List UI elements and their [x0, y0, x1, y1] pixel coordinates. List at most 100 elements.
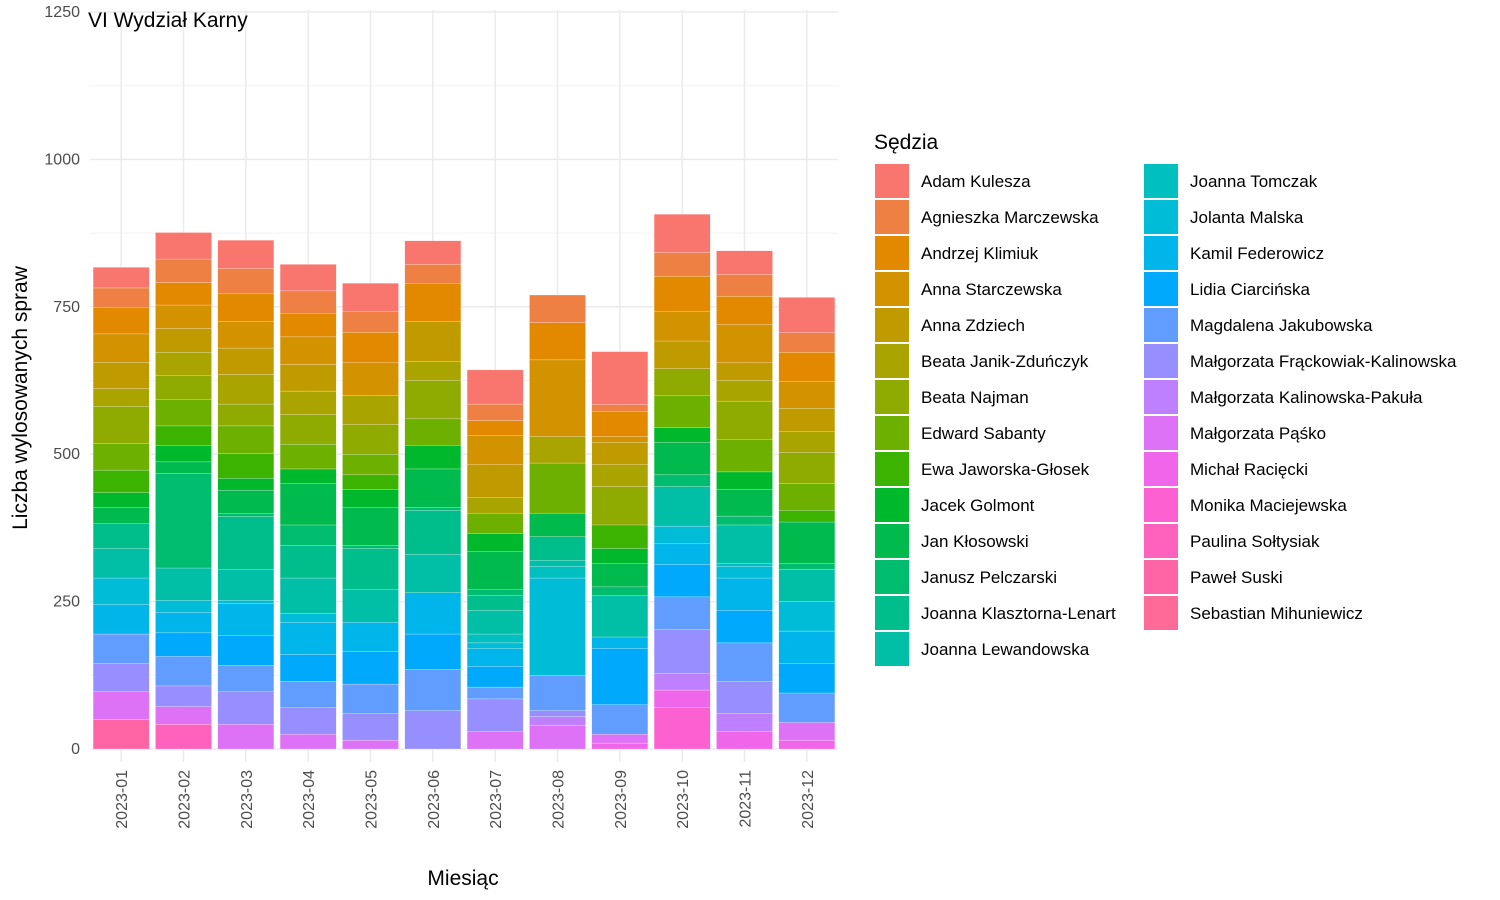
bar-segment: [716, 324, 773, 364]
bar-segment: [342, 683, 399, 714]
legend-swatch: [875, 380, 909, 414]
bar-segment: [466, 595, 524, 611]
bar-segment: [778, 601, 836, 632]
bar-segment: [155, 600, 212, 613]
y-tick-label: 250: [53, 594, 80, 611]
chart-title: VI Wydział Karny: [88, 9, 248, 32]
bar-segment: [217, 489, 275, 514]
y-tick-label: 1000: [44, 151, 80, 168]
bar-segment: [279, 707, 337, 735]
legend-label: Adam Kulesza: [921, 172, 1031, 191]
x-tick-label: 2023-08: [551, 770, 568, 829]
bar-segment: [591, 524, 649, 549]
bar-segment: [591, 742, 649, 750]
bar-segment: [92, 388, 150, 407]
x-tick-label: 2023-12: [800, 770, 817, 829]
bar-segment: [92, 507, 150, 524]
bar-segment: [155, 473, 212, 569]
bar-segment: [155, 304, 212, 329]
bar-segment: [92, 469, 150, 493]
legend-swatch: [1144, 524, 1178, 558]
bar-segment: [217, 635, 275, 666]
legend-title: Sędzia: [874, 131, 939, 154]
bar-segment: [155, 706, 212, 725]
bar-segment: [591, 464, 649, 487]
bar-segment: [92, 663, 150, 693]
legend-swatch: [1144, 200, 1178, 234]
bar-segment: [653, 311, 711, 342]
bar-segment: [529, 462, 586, 514]
bar-segment: [279, 654, 337, 682]
legend-label: Małgorzata Kalinowska-Pakuła: [1190, 388, 1423, 407]
bar-segment: [279, 734, 337, 750]
bar-segment: [653, 214, 711, 253]
bar-segment: [529, 294, 586, 323]
bar-segment: [342, 589, 399, 623]
legend-label: Andrzej Klimiuk: [921, 244, 1039, 263]
legend-label: Jan Kłosowski: [921, 532, 1029, 551]
bar-segment: [653, 486, 711, 527]
bar-segment: [591, 648, 649, 705]
x-tick-label: 2023-03: [239, 770, 256, 829]
legend-label: Joanna Lewandowska: [921, 640, 1090, 659]
bar-segment: [778, 381, 836, 409]
bar-segment: [404, 507, 462, 511]
bar-segment: [279, 336, 337, 365]
bar-segment: [92, 406, 150, 444]
bar-segment: [466, 551, 524, 591]
legend-swatch: [875, 560, 909, 594]
bar-segment: [653, 340, 711, 369]
bars: [92, 214, 836, 750]
legend-swatch: [875, 632, 909, 666]
bar-segment: [404, 240, 462, 265]
bar-segment: [653, 474, 711, 487]
x-tick-label: 2023-05: [364, 770, 381, 829]
bar-segment: [653, 564, 711, 598]
bar-segment: [591, 351, 649, 405]
y-axis-title: Liczba wylosowanych spraw: [9, 265, 32, 530]
legend-label: Beata Najman: [921, 388, 1029, 407]
bar-segment: [155, 282, 212, 306]
bar-segment: [342, 395, 399, 425]
bar-segment: [716, 610, 773, 644]
bar-segment: [404, 361, 462, 381]
bar-segment: [217, 347, 275, 375]
bar-segment: [155, 258, 212, 283]
legend-swatch: [875, 416, 909, 450]
bar-segment: [778, 563, 836, 570]
bar-segment: [466, 642, 524, 649]
bar-segment: [155, 425, 212, 446]
legend-swatch: [1144, 164, 1178, 198]
bar-segment: [778, 739, 836, 750]
bar-segment: [217, 268, 275, 295]
bar-segment: [279, 390, 337, 415]
bar-segment: [217, 569, 275, 601]
bar-segment: [653, 275, 711, 312]
bar-segment: [92, 633, 150, 664]
bar-segment: [716, 566, 773, 579]
bar-segment: [716, 274, 773, 297]
legend-swatch: [875, 272, 909, 306]
bar-segment: [716, 563, 773, 567]
legend-label: Monika Maciejewska: [1190, 496, 1347, 515]
bar-segment: [279, 313, 337, 338]
bar-segment: [404, 380, 462, 420]
bar-segment: [653, 442, 711, 476]
bar-segment: [92, 333, 150, 363]
bar-segment: [342, 489, 399, 508]
bar-segment: [155, 567, 212, 601]
bar-segment: [404, 321, 462, 362]
bar-segment: [217, 239, 275, 269]
bar-segment: [279, 414, 337, 445]
legend-swatch: [1144, 236, 1178, 270]
legend-swatch: [1144, 560, 1178, 594]
bar-segment: [529, 577, 586, 676]
bar-segment: [653, 543, 711, 565]
bar-segment: [92, 691, 150, 720]
bar-segment: [155, 328, 212, 353]
legend-label: Agnieszka Marczewska: [921, 208, 1099, 227]
bar-segment: [342, 454, 399, 476]
bar-segment: [155, 232, 212, 260]
bar-segment: [342, 548, 399, 591]
bar-segment: [653, 395, 711, 428]
